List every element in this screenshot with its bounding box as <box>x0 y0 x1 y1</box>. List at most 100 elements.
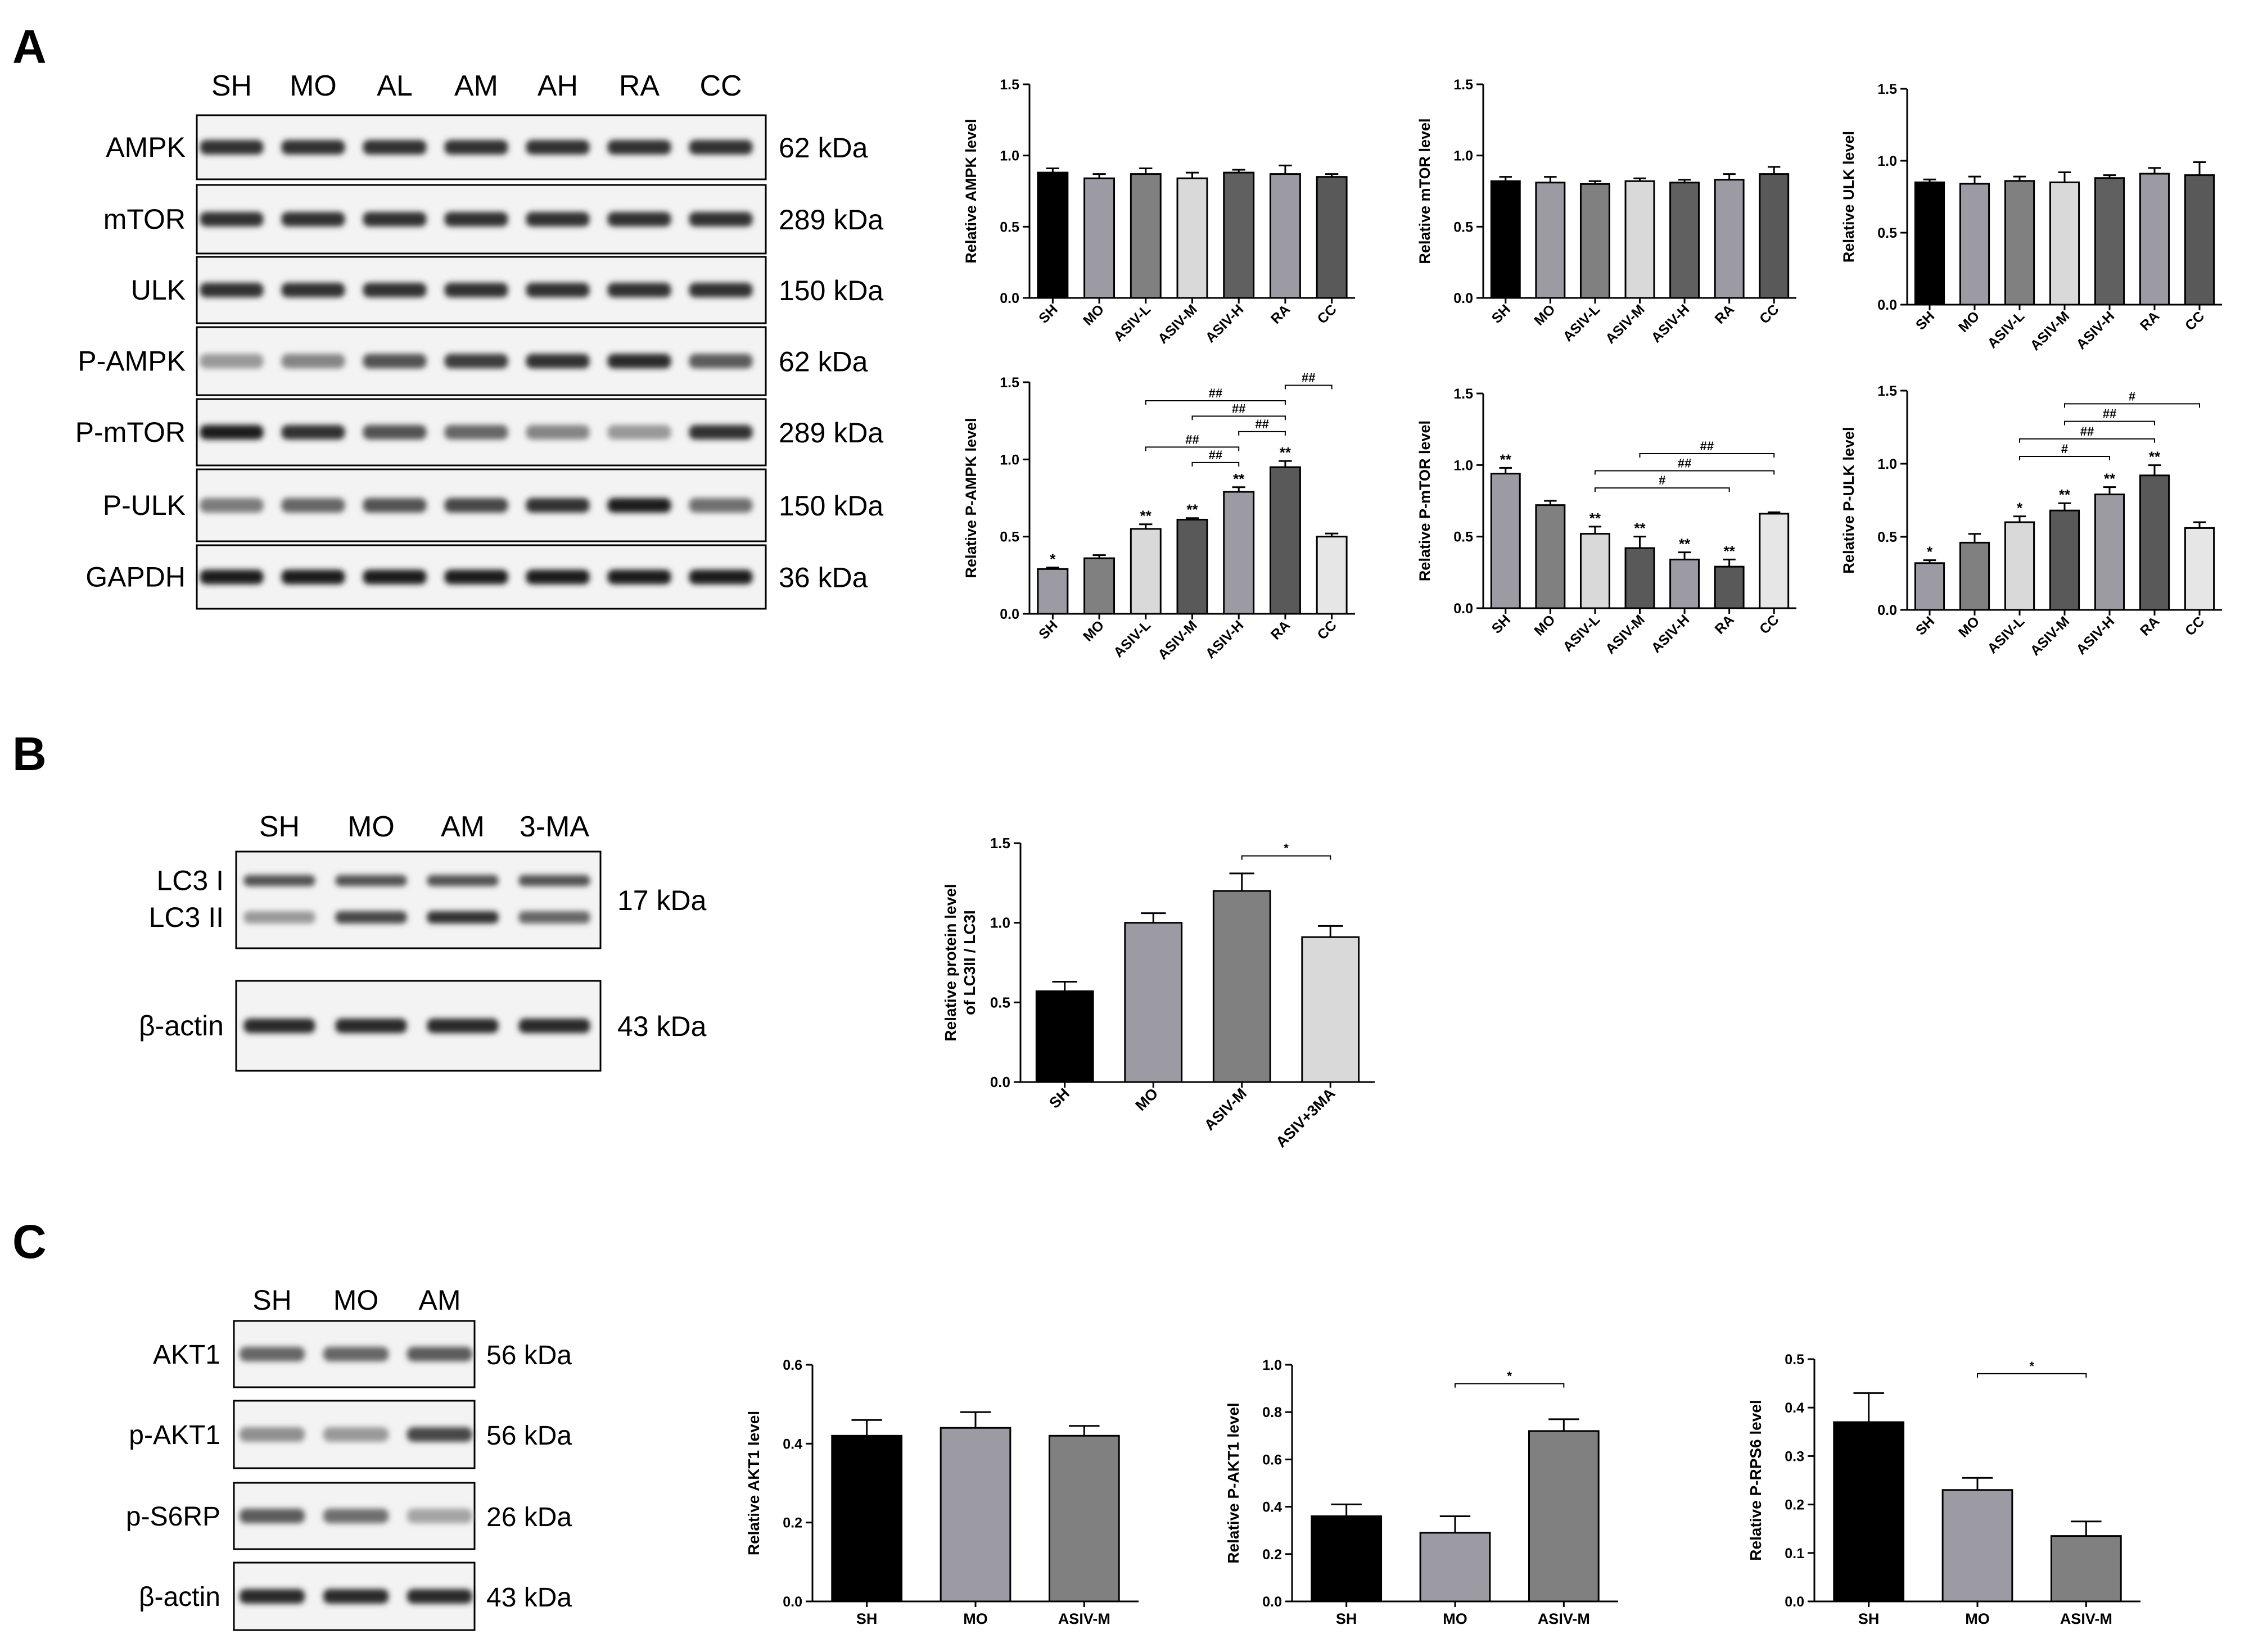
y-tick-label: 1.0 <box>1877 456 1897 472</box>
protein-band <box>607 498 671 513</box>
blot-lane-label: RA <box>619 70 660 102</box>
y-tick-label: 1.0 <box>1000 148 1019 164</box>
y-axis-label: Relative protein level <box>942 884 959 1041</box>
category-label: ASIV-H <box>1649 301 1693 346</box>
bar <box>1316 536 1348 615</box>
category-label: SH <box>856 1610 878 1627</box>
category-label: ASIV-H <box>1203 617 1247 662</box>
y-tick-label: 0.5 <box>1877 225 1897 241</box>
significance-mark: * <box>1050 551 1056 568</box>
comparison-mark: ## <box>1678 456 1691 470</box>
comparison-mark: ## <box>2080 424 2094 438</box>
protein-band <box>281 212 345 227</box>
category-label: SH <box>1036 617 1060 642</box>
protein-band <box>518 1019 590 1033</box>
blot-row-label: mTOR <box>103 203 186 235</box>
y-tick-label: 0.0 <box>1453 601 1473 617</box>
bar <box>1535 182 1566 299</box>
protein-band <box>239 1347 305 1361</box>
bar <box>1130 173 1162 299</box>
comparison-bracket <box>1241 855 1331 860</box>
comparison-mark: ## <box>1185 432 1199 446</box>
bar <box>1490 473 1521 609</box>
y-tick-label: 1.0 <box>990 915 1010 931</box>
y-tick-label: 0.6 <box>1262 1452 1282 1468</box>
comparison-bracket <box>2019 456 2110 460</box>
y-tick-label: 0.5 <box>1453 219 1473 235</box>
y-tick-label: 0.5 <box>1785 1352 1804 1368</box>
blot-kda-label: 62 kDa <box>779 346 868 378</box>
category-label: SH <box>1336 1610 1357 1627</box>
category-label: ASIV-M <box>1155 301 1200 347</box>
protein-band <box>407 1589 473 1604</box>
protein-band <box>444 498 508 513</box>
category-label: ASIV-M <box>1058 1610 1110 1627</box>
comparison-bracket <box>1594 487 1730 492</box>
category-label: RA <box>1268 301 1293 327</box>
protein-band <box>323 1427 389 1442</box>
chart-relative-p-ulk: 0.0 0.5 1.0 1.5 Relative P-ULK level * SH MO * AS… <box>1840 383 2222 659</box>
category-label: CC <box>1315 617 1340 642</box>
blot-lane-label: AH <box>538 70 578 102</box>
blot-row-label: β-actin <box>139 1010 224 1042</box>
bar <box>2184 527 2215 611</box>
protein-band <box>427 1019 499 1033</box>
significance-mark: ** <box>1140 508 1152 524</box>
blot-kda-label: 43 kDa <box>617 1011 707 1042</box>
protein-band <box>526 140 590 155</box>
y-axis-label: Relative P-mTOR level <box>1416 420 1433 581</box>
category-label: SH <box>1913 613 1938 638</box>
comparison-bracket <box>1284 384 1333 390</box>
chart-relative-p-ampk: 0.0 0.5 1.0 1.5 Relative P-AMPK level * SH MO **… <box>963 370 1355 663</box>
category-label: MO <box>1956 308 1982 335</box>
protein-band <box>526 212 590 227</box>
category-label: ASIV-M <box>2060 1610 2112 1627</box>
protein-band <box>281 569 345 585</box>
category-label: ASIV-M <box>1602 301 1648 347</box>
bar <box>1419 1532 1491 1603</box>
blot-row-label: ULK <box>131 274 186 306</box>
comparison-bracket <box>1191 461 1240 467</box>
comparison-bracket <box>1145 400 1286 405</box>
y-tick-label: 0.5 <box>1453 529 1473 545</box>
blot-kda-label: 56 kDa <box>486 1341 572 1370</box>
category-label: ASIV-M <box>2027 308 2073 354</box>
y-tick-label: 0.3 <box>1785 1449 1804 1464</box>
y-tick-label: 0.0 <box>1000 607 1019 622</box>
protein-band <box>526 569 590 585</box>
protein-band <box>689 354 753 369</box>
blot-kda-label: 17 kDa <box>617 885 707 916</box>
blot-lane-label: AM <box>454 70 498 102</box>
y-tick-label: 0.2 <box>1262 1547 1282 1563</box>
y-tick-label: 0.5 <box>1877 529 1897 545</box>
protein-band <box>239 1589 305 1604</box>
bar <box>1223 491 1255 615</box>
significance-mark: ** <box>1186 501 1198 518</box>
bar <box>2004 521 2035 611</box>
significance-mark: * <box>1927 544 1933 560</box>
bar <box>1624 180 1655 299</box>
category-label: CC <box>1756 301 1782 327</box>
comparison-mark: ## <box>1700 439 1714 453</box>
bar <box>1048 1434 1120 1603</box>
y-tick-label: 0.4 <box>783 1436 802 1452</box>
comparison-mark: ## <box>2103 407 2116 421</box>
bar <box>1212 890 1271 1083</box>
y-tick-label: 1.5 <box>1000 77 1019 93</box>
blot-kda-label: 36 kDa <box>779 562 868 594</box>
protein-band <box>689 498 753 513</box>
y-tick-label: 1.5 <box>1877 383 1897 399</box>
y-tick-label: 0.0 <box>783 1594 802 1610</box>
y-tick-label: 0.0 <box>1877 603 1897 618</box>
bar <box>1316 176 1348 299</box>
blot-row-label: p-S6RP <box>126 1502 220 1532</box>
protein-band <box>323 1347 389 1361</box>
western-blot-a: SH MO AL AM AH RA CC AMPK 62 kDa mTOR 289 kDa ULK 15… <box>75 70 883 610</box>
protein-band <box>363 425 427 440</box>
category-label: ASIV-L <box>1984 308 2027 351</box>
y-tick-label: 0.0 <box>1877 297 1897 313</box>
protein-band <box>607 354 671 369</box>
comparison-mark: # <box>2061 442 2068 456</box>
